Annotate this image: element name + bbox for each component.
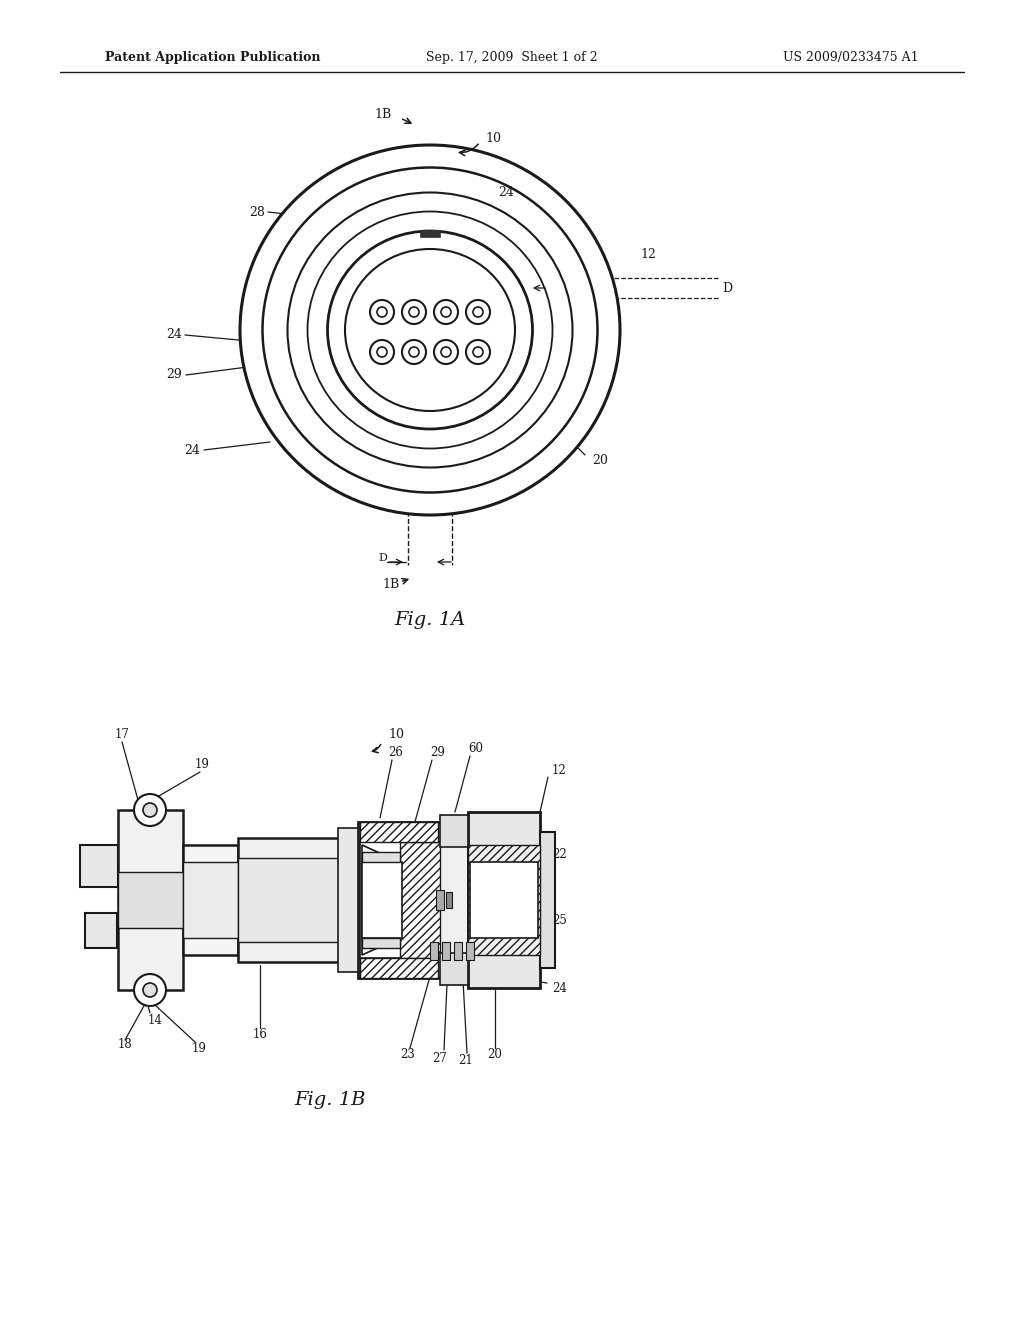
Text: 16: 16 xyxy=(253,1028,267,1041)
Bar xyxy=(238,838,358,962)
Bar xyxy=(436,890,444,909)
Circle shape xyxy=(377,347,387,356)
Bar xyxy=(360,842,440,958)
Ellipse shape xyxy=(262,168,597,492)
Circle shape xyxy=(402,341,426,364)
Text: 12: 12 xyxy=(640,248,656,261)
Text: 29: 29 xyxy=(166,368,182,381)
Circle shape xyxy=(143,803,157,817)
Bar xyxy=(440,953,468,985)
Circle shape xyxy=(434,300,458,323)
Bar xyxy=(338,828,358,972)
Circle shape xyxy=(143,983,157,997)
Bar xyxy=(362,862,402,939)
Text: 24: 24 xyxy=(166,329,182,342)
Bar xyxy=(454,942,462,960)
Text: Sep. 17, 2009  Sheet 1 of 2: Sep. 17, 2009 Sheet 1 of 2 xyxy=(426,51,598,65)
Text: 20: 20 xyxy=(592,454,608,466)
Text: 25: 25 xyxy=(552,913,567,927)
Ellipse shape xyxy=(240,145,620,515)
Bar xyxy=(360,958,438,978)
Circle shape xyxy=(434,341,458,364)
Bar xyxy=(466,942,474,960)
Bar xyxy=(80,845,118,887)
Polygon shape xyxy=(362,845,395,954)
Circle shape xyxy=(473,308,483,317)
Circle shape xyxy=(370,300,394,323)
Ellipse shape xyxy=(288,193,572,467)
Bar xyxy=(183,845,238,954)
Text: 23: 23 xyxy=(400,1048,416,1061)
Text: 19: 19 xyxy=(195,759,210,771)
Bar xyxy=(400,842,440,958)
Text: 17: 17 xyxy=(115,729,130,742)
Circle shape xyxy=(370,341,394,364)
Text: 22: 22 xyxy=(552,849,566,862)
Ellipse shape xyxy=(307,211,553,449)
Text: 24: 24 xyxy=(498,186,514,198)
Text: US 2009/0233475 A1: US 2009/0233475 A1 xyxy=(783,51,919,65)
Bar xyxy=(362,851,400,862)
Text: 18: 18 xyxy=(118,1039,133,1052)
Bar xyxy=(442,942,450,960)
Text: D: D xyxy=(722,281,732,294)
Text: 21: 21 xyxy=(459,1053,473,1067)
Bar xyxy=(183,862,238,939)
Bar xyxy=(446,892,452,908)
Text: 60: 60 xyxy=(468,742,483,755)
Circle shape xyxy=(409,308,419,317)
Bar xyxy=(468,812,540,987)
Circle shape xyxy=(134,974,166,1006)
Text: 26: 26 xyxy=(388,746,402,759)
Text: 27: 27 xyxy=(432,1052,447,1064)
Text: 12: 12 xyxy=(552,763,566,776)
Bar xyxy=(358,822,468,978)
Text: 24: 24 xyxy=(552,982,567,994)
Text: 24: 24 xyxy=(184,444,200,457)
Bar xyxy=(362,939,400,948)
Text: 28: 28 xyxy=(249,206,265,219)
Bar xyxy=(360,822,438,842)
Circle shape xyxy=(409,347,419,356)
Bar xyxy=(85,913,117,948)
Ellipse shape xyxy=(345,249,515,411)
Text: 10: 10 xyxy=(388,729,404,742)
Text: 29: 29 xyxy=(430,746,444,759)
Bar xyxy=(440,814,468,847)
Bar xyxy=(238,858,358,942)
Bar xyxy=(430,942,438,960)
Ellipse shape xyxy=(328,231,532,429)
Bar xyxy=(118,810,183,990)
Text: 20: 20 xyxy=(487,1048,503,1061)
Circle shape xyxy=(441,308,451,317)
Bar xyxy=(420,230,440,238)
Text: 1B: 1B xyxy=(375,108,392,121)
Text: 1B: 1B xyxy=(383,578,400,591)
Text: Fig. 1A: Fig. 1A xyxy=(394,611,466,630)
Text: 14: 14 xyxy=(148,1014,163,1027)
Bar xyxy=(118,873,183,928)
Circle shape xyxy=(377,308,387,317)
Circle shape xyxy=(134,795,166,826)
Bar xyxy=(470,862,538,939)
Circle shape xyxy=(441,347,451,356)
Text: Patent Application Publication: Patent Application Publication xyxy=(105,51,321,65)
Text: 19: 19 xyxy=(193,1041,207,1055)
Bar xyxy=(468,845,540,954)
Circle shape xyxy=(466,300,490,323)
Circle shape xyxy=(473,347,483,356)
Circle shape xyxy=(402,300,426,323)
Text: Fig. 1B: Fig. 1B xyxy=(294,1092,366,1109)
Text: 10: 10 xyxy=(485,132,501,144)
Bar xyxy=(540,832,555,968)
Text: D: D xyxy=(378,553,387,564)
Circle shape xyxy=(466,341,490,364)
